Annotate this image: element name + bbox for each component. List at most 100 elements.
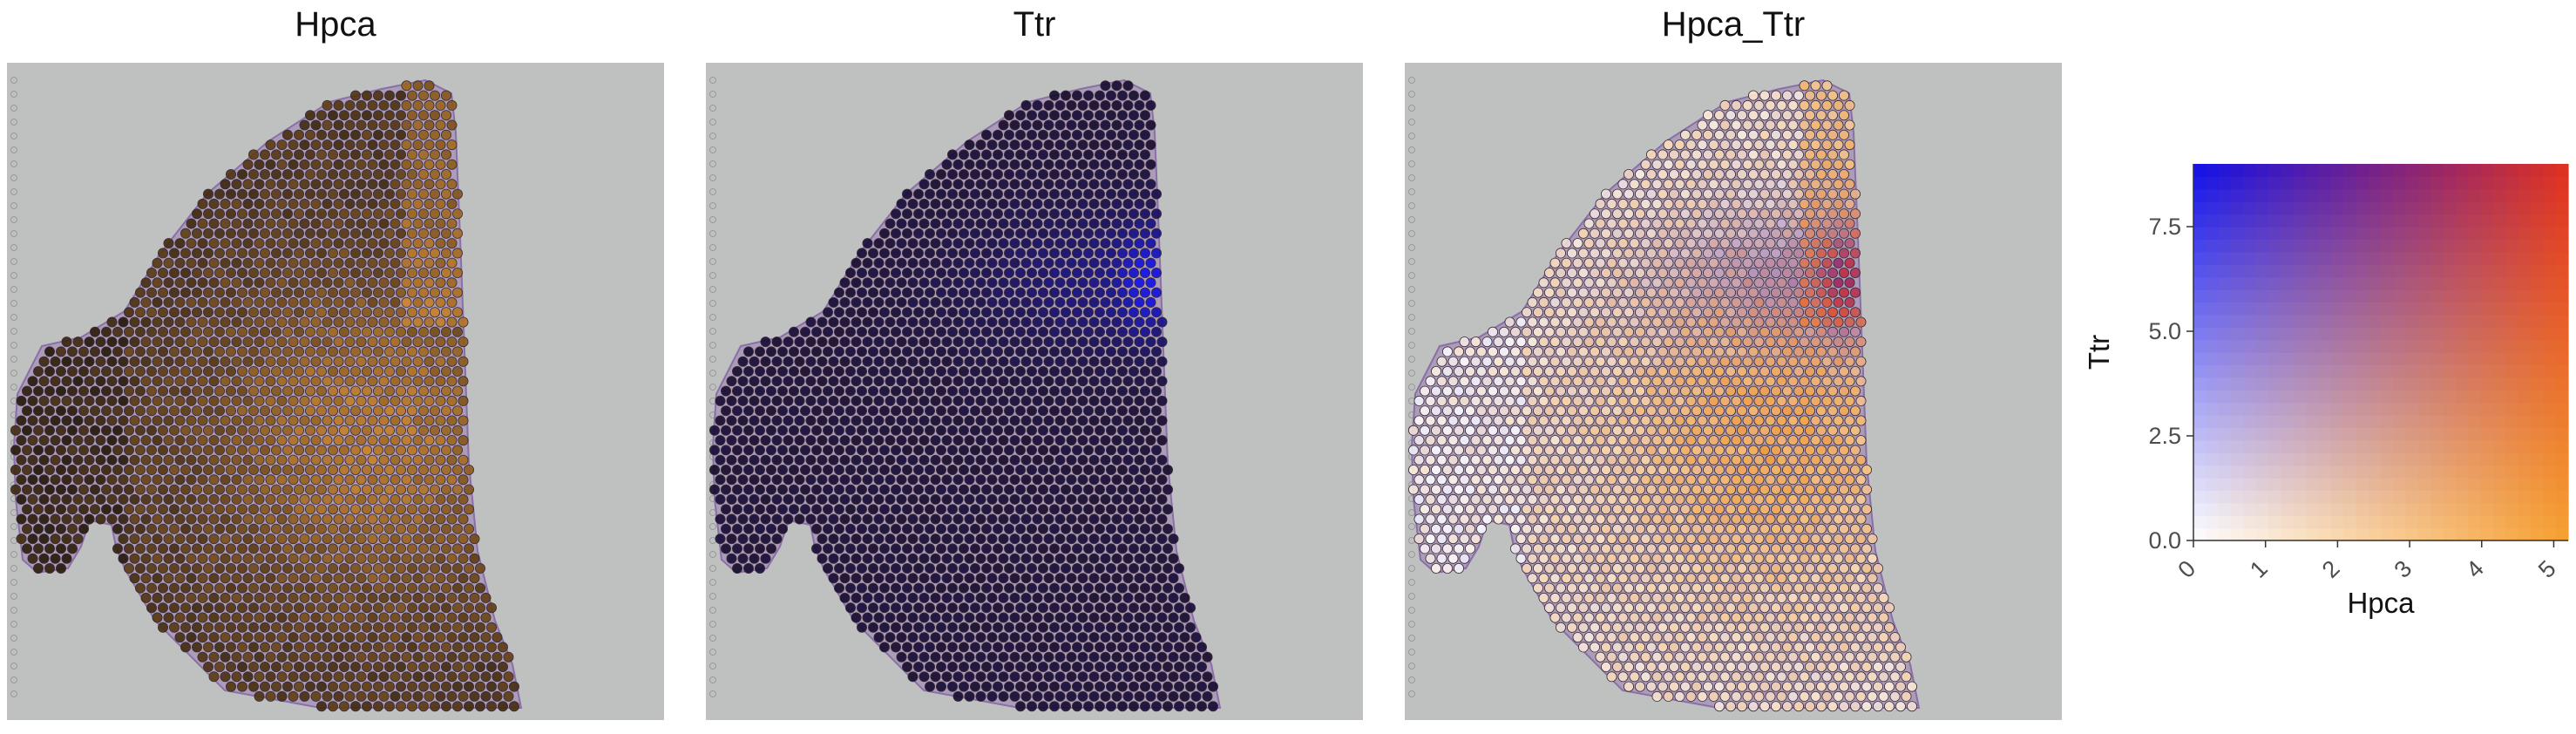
expression-spot <box>417 208 429 220</box>
expression-spot <box>327 681 338 692</box>
expression-spot <box>1032 376 1043 387</box>
expression-spot <box>254 179 265 190</box>
expression-spot <box>197 534 208 545</box>
expression-spot <box>1725 129 1736 140</box>
expression-spot <box>1781 129 1793 140</box>
expression-spot <box>197 316 208 328</box>
expression-spot <box>214 563 225 574</box>
expression-spot <box>304 248 315 259</box>
expression-spot <box>44 523 56 534</box>
expression-spot <box>856 504 867 515</box>
expression-spot <box>435 493 446 505</box>
expression-spot <box>1708 356 1719 367</box>
expression-spot <box>901 188 912 200</box>
expression-spot <box>1088 612 1100 623</box>
expression-spot <box>986 513 998 525</box>
expression-spot <box>475 701 486 712</box>
expression-spot <box>424 612 435 623</box>
expression-spot <box>236 228 247 239</box>
expression-spot <box>1037 365 1048 377</box>
expression-spot <box>202 326 214 337</box>
expression-spot <box>817 553 828 564</box>
expression-spot <box>395 662 406 673</box>
expression-spot <box>288 356 299 367</box>
expression-spot <box>1657 248 1668 259</box>
expression-spot <box>1043 119 1054 131</box>
expression-spot <box>1645 365 1657 377</box>
expression-spot <box>38 493 50 505</box>
expression-spot <box>1691 267 1702 278</box>
expression-spot <box>281 208 293 220</box>
expression-spot <box>1731 119 1742 131</box>
expression-spot <box>998 159 1009 170</box>
expression-spot <box>21 523 32 534</box>
expression-spot <box>1470 415 1481 426</box>
expression-spot <box>941 415 952 426</box>
expression-spot <box>1702 169 1713 180</box>
expression-spot <box>1781 425 1793 436</box>
expression-spot <box>152 395 163 406</box>
expression-spot <box>1054 534 1066 545</box>
expression-spot <box>1549 277 1561 289</box>
expression-spot <box>1105 662 1116 673</box>
expression-spot <box>401 159 412 170</box>
expression-spot <box>1066 99 1077 111</box>
expression-spot <box>1821 356 1833 367</box>
expression-spot <box>1003 208 1014 220</box>
expression-spot <box>395 188 406 200</box>
expression-spot <box>288 376 299 387</box>
expression-spot <box>737 553 749 564</box>
expression-spot <box>919 651 930 663</box>
expression-spot <box>805 454 817 466</box>
expression-spot <box>1725 188 1736 200</box>
expression-spot <box>304 405 315 417</box>
expression-spot <box>1481 356 1493 367</box>
expression-spot <box>118 376 129 387</box>
expression-spot <box>1753 179 1765 190</box>
expression-spot <box>1026 365 1037 377</box>
expression-spot <box>72 395 84 406</box>
expression-spot <box>231 612 242 623</box>
expression-spot <box>1060 346 1071 357</box>
expression-spot <box>106 376 118 387</box>
expression-spot <box>440 563 451 574</box>
expression-spot <box>361 149 372 160</box>
expression-spot <box>1629 376 1640 387</box>
expression-spot <box>118 435 129 446</box>
expression-spot <box>1713 228 1725 239</box>
expression-spot <box>327 662 338 673</box>
expression-spot <box>1071 582 1082 594</box>
expression-spot <box>890 523 901 534</box>
expression-spot <box>1691 326 1702 337</box>
expression-spot <box>1691 405 1702 417</box>
expression-spot <box>123 445 134 456</box>
expression-spot <box>986 435 998 446</box>
expression-spot <box>1719 435 1731 446</box>
expression-spot <box>1082 248 1094 259</box>
expression-spot <box>1082 504 1094 515</box>
expression-spot <box>1566 365 1577 377</box>
expression-spot <box>1527 435 1538 446</box>
expression-spot <box>1043 336 1054 348</box>
expression-spot <box>794 454 805 466</box>
expression-spot <box>986 690 998 702</box>
expression-spot <box>946 405 958 417</box>
expression-spot <box>1634 425 1645 436</box>
expression-spot <box>885 553 896 564</box>
expression-spot <box>225 326 236 337</box>
expression-spot <box>247 484 259 495</box>
expression-spot <box>1623 346 1634 357</box>
expression-spot <box>1663 218 1674 229</box>
expression-spot <box>322 159 333 170</box>
expression-spot <box>1849 405 1861 417</box>
expression-spot <box>134 307 146 318</box>
expression-spot <box>755 543 766 554</box>
expression-spot <box>38 534 50 545</box>
expression-spot <box>1048 602 1060 614</box>
expression-spot <box>1026 228 1037 239</box>
expression-spot <box>1640 179 1651 190</box>
expression-spot <box>958 543 969 554</box>
expression-spot <box>912 228 924 239</box>
expression-spot <box>208 218 220 229</box>
expression-spot <box>1753 198 1765 209</box>
